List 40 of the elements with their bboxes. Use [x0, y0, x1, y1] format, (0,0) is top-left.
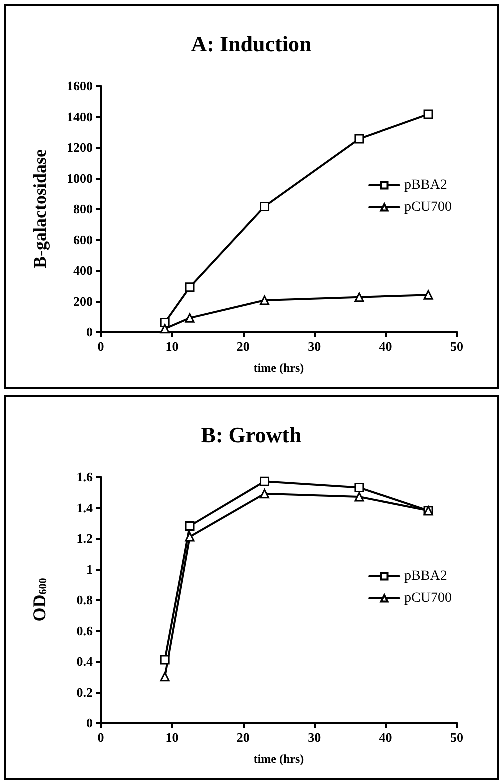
y-tick-label: 1000 [67, 170, 93, 186]
x-tick-label: 30 [308, 339, 322, 354]
legend-label: pCU700 [404, 591, 452, 606]
y-tick-label: 0 [86, 716, 93, 730]
chart-title: B: Growth [201, 422, 302, 448]
x-tick-label: 10 [166, 730, 179, 745]
x-tick-label: 10 [166, 339, 179, 354]
y-tick-label: 1.6 [76, 470, 94, 484]
x-tick-label: 30 [308, 730, 322, 745]
legend-label: pBBA2 [404, 178, 448, 193]
x-tick-label: 0 [98, 339, 104, 354]
y-tick-label: 1.4 [76, 500, 94, 516]
x-tick-label: 20 [236, 339, 250, 354]
y-tick-label: 800 [74, 202, 93, 216]
x-axis-title: time (hrs) [254, 361, 304, 375]
y-tick-label: 0 [86, 324, 93, 340]
y-tick-label: 0.2 [76, 684, 93, 700]
y-tick-label: 1200 [67, 140, 93, 155]
x-tick-label: 50 [450, 730, 464, 745]
y-tick-label: 600 [74, 232, 93, 248]
y-axis-title: OD600 [30, 578, 50, 622]
x-tick-label: 20 [236, 730, 250, 745]
legend-label: pCU700 [404, 200, 452, 215]
y-tick-label: 400 [74, 263, 93, 278]
y-axis-title: B-galactosidase [30, 149, 50, 268]
legend-label: pBBA2 [404, 569, 448, 584]
x-tick-label: 40 [379, 730, 392, 745]
y-tick-label: 1 [86, 562, 93, 577]
y-tick-label: 0.8 [76, 592, 94, 608]
y-tick-label: 0.4 [76, 654, 94, 669]
x-tick-label: 0 [98, 730, 104, 745]
x-tick-label: 40 [379, 339, 392, 354]
y-tick-label: 1600 [67, 78, 93, 94]
y-tick-label: 1.2 [76, 531, 93, 546]
y-tick-label: 0.6 [76, 623, 94, 638]
chart-title: A: Induction [191, 32, 312, 56]
x-axis-title: time (hrs) [254, 752, 304, 766]
y-tick-label: 1400 [67, 109, 93, 124]
x-tick-label: 50 [450, 339, 464, 354]
y-tick-label: 200 [74, 294, 93, 309]
